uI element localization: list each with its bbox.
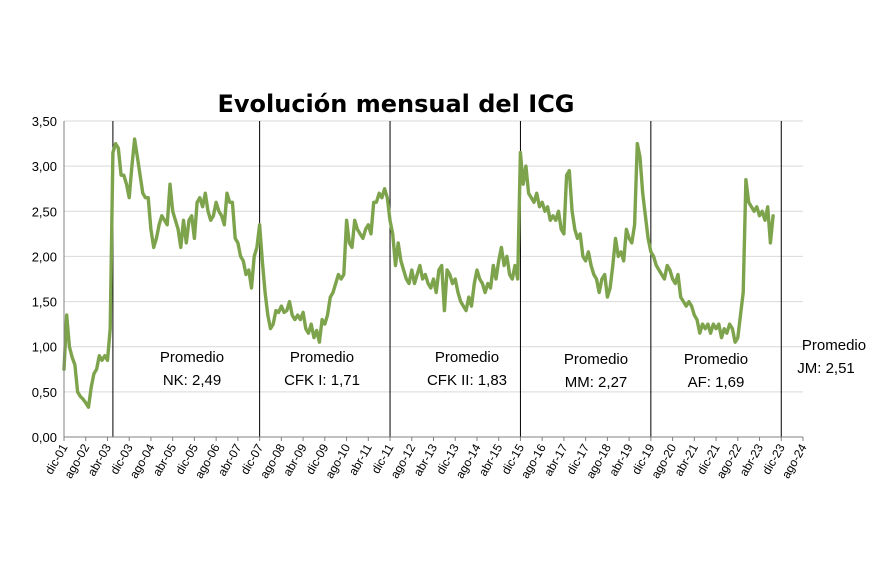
annotation-jm-heading: Promedio bbox=[802, 337, 866, 354]
annotation-cfk1-heading: Promedio bbox=[290, 349, 354, 366]
x-axis bbox=[63, 121, 804, 441]
annotation-cfk1-value: CFK I: 1,71 bbox=[284, 372, 360, 389]
gridlines bbox=[64, 120, 803, 393]
annotation-mm-heading: Promedio bbox=[564, 351, 628, 368]
y-axis-tick-labels: 0,00 0,50 1,00 1,50 2,00 2,50 3,00 3,50 bbox=[32, 114, 57, 445]
y-tick-label: 2,50 bbox=[32, 204, 57, 219]
y-tick-label: 1,00 bbox=[32, 340, 57, 355]
annotation-jm-value: JM: 2,51 bbox=[797, 360, 855, 377]
y-tick-label: 2,00 bbox=[32, 249, 57, 264]
y-tick-label: 3,00 bbox=[32, 159, 57, 174]
y-tick-label: 3,50 bbox=[32, 114, 57, 129]
series-layer bbox=[62, 137, 775, 409]
annotation-mm-value: MM: 2,27 bbox=[565, 374, 628, 391]
annotation-af-heading: Promedio bbox=[684, 351, 748, 368]
annotation-cfk2-value: CFK II: 1,83 bbox=[427, 372, 507, 389]
y-tick-label: 1,50 bbox=[32, 295, 57, 310]
x-tick-label: abr-11 bbox=[346, 441, 375, 478]
chart-title: Evolución mensual del ICG bbox=[217, 90, 574, 118]
x-axis-tick-labels: dic-01ago-02abr-03dic-03ago-04abr-05dic-… bbox=[42, 441, 810, 481]
icg-series-line bbox=[62, 137, 775, 409]
annotation-cfk2-heading: Promedio bbox=[435, 349, 499, 366]
y-tick-label: 0,50 bbox=[32, 385, 57, 400]
annotation-af-value: AF: 1,69 bbox=[688, 374, 745, 391]
annotation-nk-heading: Promedio bbox=[160, 349, 224, 366]
y-tick-label: 0,00 bbox=[32, 430, 57, 445]
annotation-nk-value: NK: 2,49 bbox=[163, 372, 221, 389]
